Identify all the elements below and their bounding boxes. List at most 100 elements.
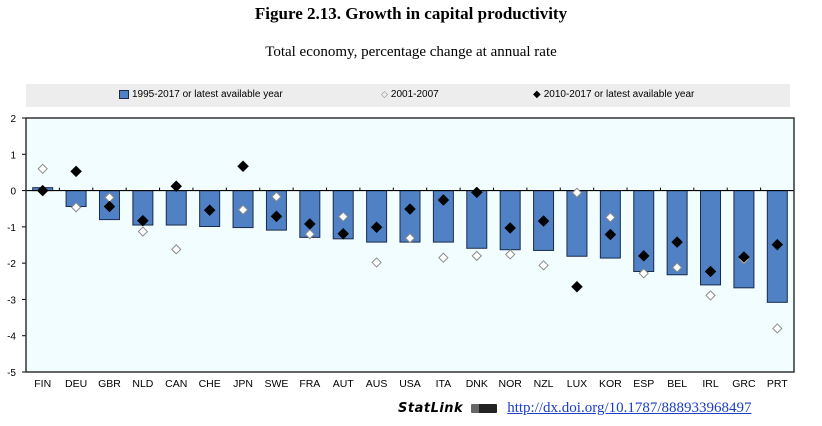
open-diamond-DEU <box>70 202 82 213</box>
chart-title: Figure 2.13. Growth in capital productiv… <box>254 4 568 23</box>
plot-frame <box>25 117 795 373</box>
bar-AUS <box>366 190 388 243</box>
y-tick-label: -3 <box>7 295 16 306</box>
open-diamond-KOR <box>605 212 616 223</box>
x-tick-label: ESP <box>633 378 654 390</box>
filled-diamond-GRC <box>738 251 750 263</box>
filled-diamond-NOR <box>504 222 517 234</box>
filled-diamond-NZL <box>537 215 550 227</box>
y-tick-label: -2 <box>7 259 16 270</box>
legend-item-bar: 1995-2017 or latest available year <box>119 89 283 100</box>
open-diamond-JPN <box>237 204 249 216</box>
legend-bar-swatch <box>119 90 129 99</box>
x-tick-label: IRL <box>702 378 719 390</box>
bar-DNK <box>466 190 488 249</box>
doi-link[interactable]: http://dx.doi.org/10.1787/888933968497 <box>507 400 752 416</box>
open-diamond-DNK <box>471 250 482 262</box>
filled-diamond-KOR <box>604 228 617 241</box>
open-diamond-IRL <box>705 290 716 301</box>
x-tick-label: CAN <box>165 378 187 390</box>
filled-diamond-CAN <box>170 180 183 193</box>
filled-diamond-BEL <box>671 236 683 248</box>
y-tick-label: -4 <box>7 332 16 343</box>
y-tick-label: 2 <box>10 114 16 125</box>
filled-diamond-NLD <box>137 214 149 227</box>
statlink-logo-icon <box>471 404 498 413</box>
filled-diamond-DNK <box>470 186 483 199</box>
x-tick-label: KOR <box>599 378 622 390</box>
x-tick-label: DNK <box>466 378 488 390</box>
filled-diamond-SWE <box>270 210 283 223</box>
plot: 2 1 0 -1 -2 -3 -4 -5 FIN DEU GBR NLD CAN CHE JPN SWE FRA… <box>7 114 795 390</box>
filled-diamond-ITA <box>437 194 450 206</box>
open-diamond-FRA <box>304 228 316 240</box>
x-tick-label: LUX <box>567 378 587 390</box>
open-diamond-ITA <box>438 252 449 263</box>
bar-BEL <box>666 190 688 276</box>
legend-label: 1995-2017 or latest available year <box>132 89 283 100</box>
filled-diamond-AUT <box>337 227 350 240</box>
legend: 1995-2017 or latest available year ◇ 200… <box>26 84 790 107</box>
bar-CAN <box>165 190 187 226</box>
open-diamond-PRT <box>772 323 783 334</box>
plot-background <box>26 118 794 372</box>
open-diamond-ESP <box>638 268 649 279</box>
x-tick-label: CHE <box>199 378 221 390</box>
x-tick-label: GRC <box>732 378 756 390</box>
open-diamond-NLD <box>137 226 149 237</box>
footer: StatLink http://dx.doi.org/10.1787/88893… <box>398 400 752 417</box>
legend-label: 2010-2017 or latest available year <box>543 89 695 100</box>
x-tick-label: ITA <box>436 378 452 390</box>
chart-subtitle: Total economy, percentage change at annu… <box>265 44 557 60</box>
x-tick-label: JPN <box>233 378 253 390</box>
open-diamond-AUT <box>338 211 349 222</box>
x-tick-label: NLD <box>132 378 153 390</box>
open-diamond-FIN <box>37 163 48 175</box>
filled-diamond-PRT <box>771 238 784 251</box>
open-diamond-CAN <box>171 244 182 255</box>
x-tick-label: SWE <box>264 378 288 390</box>
filled-diamond-FRA <box>303 218 316 230</box>
y-tick-label: 1 <box>10 150 16 161</box>
x-tick-label: DEU <box>65 378 87 390</box>
x-tick-label: GBR <box>98 378 121 390</box>
chart-area: 2 1 0 -1 -2 -3 -4 -5 FIN DEU GBR NLD CAN CHE JPN SWE FRA… <box>7 114 795 390</box>
open-diamond-icon: ◇ <box>381 89 388 99</box>
filled-diamond-CHE <box>203 204 216 217</box>
bar-KOR <box>599 190 621 259</box>
filled-diamond-AUS <box>370 221 383 234</box>
x-tick-label: AUT <box>333 378 355 390</box>
open-diamond-LUX <box>571 187 583 198</box>
filled-diamond-IRL <box>704 265 717 278</box>
bar-NOR <box>499 190 521 251</box>
legend-item-open-diamond: ◇ 2001-2007 <box>381 89 439 100</box>
x-tick-label: PRT <box>767 378 788 390</box>
open-diamond-USA <box>404 232 416 244</box>
x-tick-label: AUS <box>366 378 388 390</box>
filled-diamond-DEU <box>70 165 82 178</box>
statlink-label: StatLink <box>398 401 464 416</box>
x-tick-label: USA <box>399 378 421 390</box>
filled-diamond-JPN <box>237 160 249 173</box>
filled-diamond-LUX <box>571 280 583 293</box>
filled-diamond-FIN <box>36 184 49 197</box>
x-tick-label: NOR <box>499 378 523 390</box>
open-diamond-SWE <box>271 191 282 202</box>
filled-diamond-GBR <box>103 200 116 213</box>
bar-LUX <box>566 190 588 257</box>
open-diamond-NOR <box>504 249 516 260</box>
y-tick-label: -5 <box>7 368 16 379</box>
open-diamond-BEL <box>671 262 683 273</box>
open-diamond-AUS <box>371 257 382 268</box>
x-tick-label: BEL <box>667 378 687 390</box>
y-tick-label: -1 <box>7 223 16 234</box>
filled-diamond-ESP <box>637 250 650 262</box>
filled-diamond-USA <box>404 203 416 215</box>
filled-diamond-icon: ◆ <box>533 89 541 100</box>
legend-label: 2001-2007 <box>390 89 439 100</box>
x-tick-label: FIN <box>34 378 51 390</box>
bar-GRC <box>733 190 755 289</box>
x-tick-label: NZL <box>534 378 554 390</box>
x-tick-label: FRA <box>299 378 320 390</box>
legend-item-filled-diamond: ◆ 2010-2017 or latest available year <box>533 89 694 100</box>
